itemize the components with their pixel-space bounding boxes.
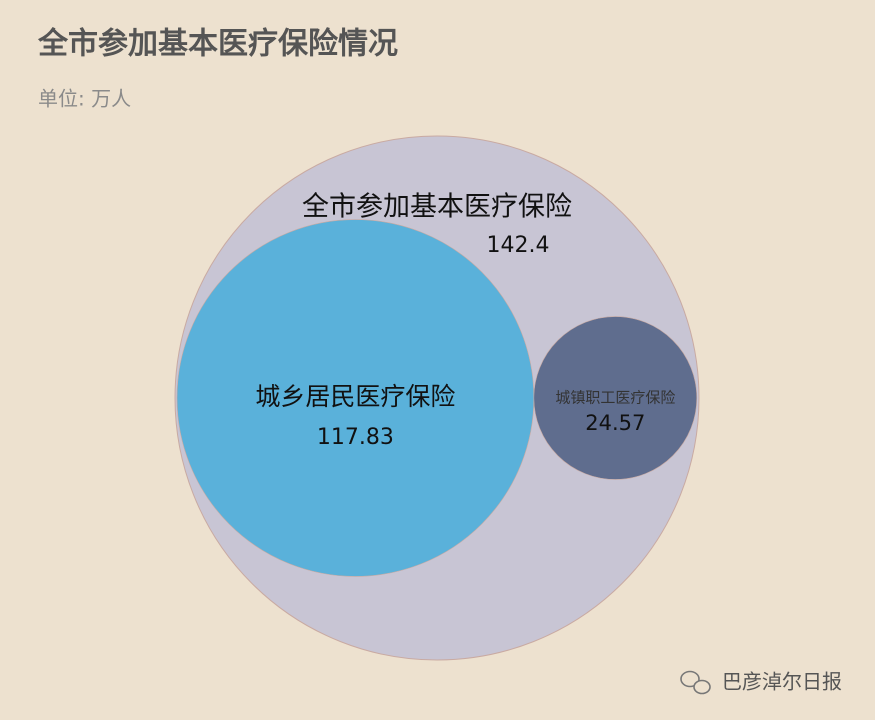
bubble-label: 全市参加基本医疗保险 <box>302 192 572 223</box>
watermark: 巴彦淖尔日报 <box>722 670 842 694</box>
bubble-value: 142.4 <box>487 233 550 258</box>
bubble-value: 24.57 <box>585 411 645 435</box>
chart-title: 全市参加基本医疗保险情况 <box>37 27 398 62</box>
bubble-value: 117.83 <box>317 425 394 450</box>
bubble-label: 城乡居民医疗保险 <box>255 382 455 411</box>
chart-subtitle: 单位: 万人 <box>38 87 131 111</box>
bubble-label: 城镇职工医疗保险 <box>555 389 675 407</box>
watermark-icon <box>680 670 711 695</box>
inner-bubble <box>533 316 698 480</box>
